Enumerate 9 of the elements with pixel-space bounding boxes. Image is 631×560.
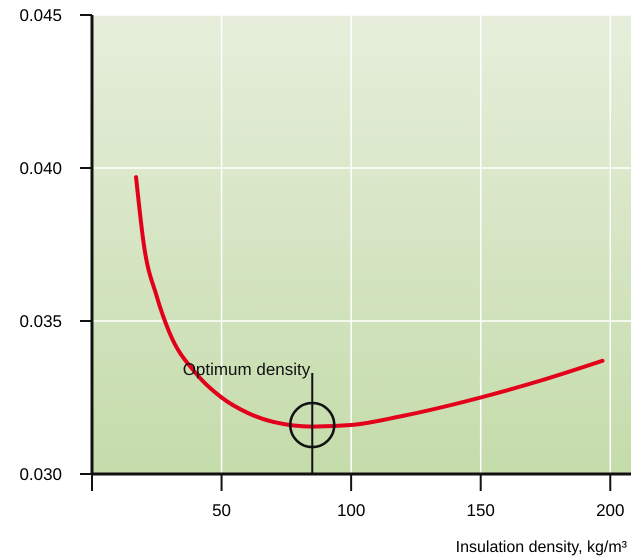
x-tick-label: 50	[212, 501, 232, 520]
x-tick-label: 100	[336, 501, 366, 520]
y-tick-label: 0.030	[19, 464, 62, 484]
x-tick-label: 150	[466, 501, 495, 520]
x-axis-title: Insulation density, kg/m³	[456, 539, 628, 556]
x-tick-label: 200	[596, 501, 624, 520]
y-tick-label: 0.035	[19, 312, 62, 331]
y-tick-label: 0.040	[19, 158, 62, 178]
y-tick-label: 0.045	[19, 6, 62, 25]
